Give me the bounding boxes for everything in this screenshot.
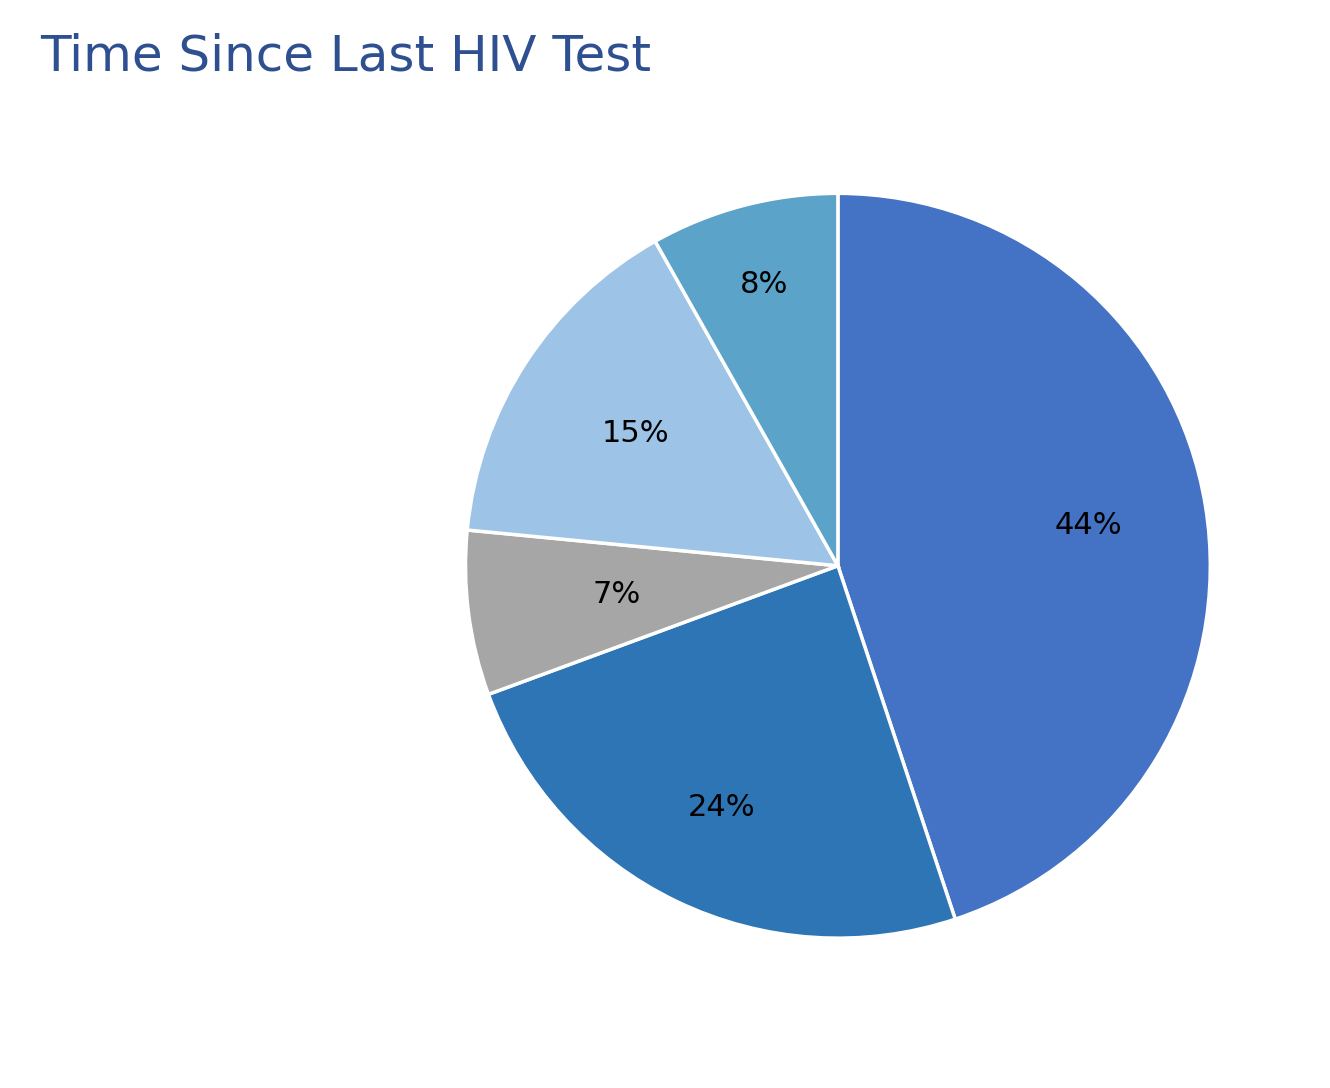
Text: 44%: 44% <box>1055 511 1121 540</box>
Wedge shape <box>656 194 838 566</box>
Text: 7%: 7% <box>592 580 641 609</box>
Text: 15%: 15% <box>601 419 669 448</box>
Text: 8%: 8% <box>739 270 789 299</box>
Text: 24%: 24% <box>688 793 755 821</box>
Text: Time Since Last HIV Test: Time Since Last HIV Test <box>40 33 650 81</box>
Wedge shape <box>488 566 955 938</box>
Wedge shape <box>467 242 838 566</box>
Wedge shape <box>838 194 1210 919</box>
Wedge shape <box>465 530 838 694</box>
